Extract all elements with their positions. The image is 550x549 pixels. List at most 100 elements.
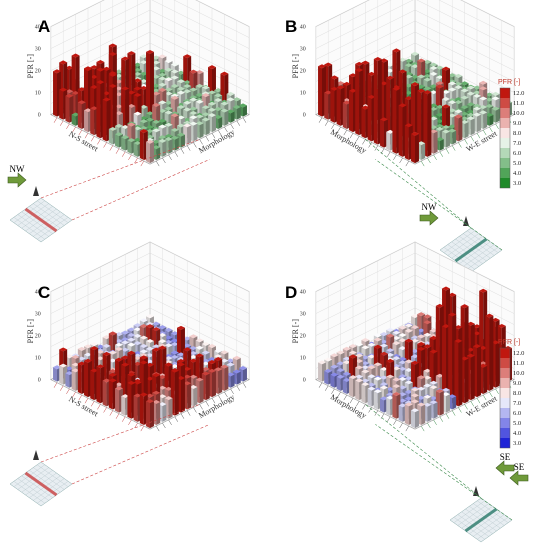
bar-top [189, 106, 198, 111]
bar-top [398, 325, 407, 330]
bar-top [214, 93, 223, 98]
bar-face [112, 85, 117, 139]
bar-top [177, 115, 185, 120]
front-tick [399, 157, 403, 164]
bar-top [170, 361, 179, 366]
mini-map-grid [29, 206, 61, 229]
bar-top [417, 342, 426, 346]
bar-top [139, 116, 148, 121]
front-tick [217, 394, 222, 401]
bar-top [373, 333, 382, 338]
z-tick-label: 20 [300, 334, 306, 340]
bar-top [102, 343, 111, 348]
front-tick [230, 123, 234, 130]
bar-top [220, 108, 229, 113]
bar-top [152, 327, 161, 332]
front-tick [162, 157, 166, 164]
bar-top [442, 97, 450, 101]
bar-top [404, 74, 413, 79]
colorbar-swatch [500, 428, 510, 438]
bar-face [181, 378, 185, 413]
bar-top [442, 104, 450, 109]
front-tick [236, 385, 241, 391]
bar-top [189, 334, 198, 339]
bar-top [491, 317, 500, 322]
panel-letter: B [285, 17, 297, 36]
bar-face [224, 366, 229, 391]
bar-top [466, 91, 475, 96]
bar-top [380, 385, 388, 390]
bar-top [392, 384, 401, 389]
bar-top [170, 113, 179, 118]
bar-face [392, 394, 397, 419]
bar-top [208, 65, 216, 70]
bar-face [59, 365, 64, 385]
bar-top [208, 101, 216, 106]
bar-top [466, 85, 475, 90]
bar-top [454, 73, 463, 78]
bar-face [115, 388, 119, 413]
bar-top [158, 72, 167, 77]
bar-top [152, 55, 161, 60]
bar-top [158, 339, 167, 344]
bar-top [65, 93, 74, 98]
bar-top [90, 84, 99, 89]
bar-top [102, 378, 111, 383]
bar-top [152, 145, 161, 150]
bar-top [170, 342, 179, 347]
bar-face [65, 373, 70, 388]
bar-top [398, 69, 407, 74]
bar-top [404, 396, 413, 401]
bar-top [214, 98, 223, 103]
bar-top [189, 351, 198, 356]
bar-top [404, 359, 413, 364]
bar-top [220, 364, 229, 369]
front-tick [433, 419, 437, 426]
bar-face [90, 108, 95, 136]
bar-top [177, 132, 185, 137]
front-tick [337, 391, 341, 398]
bar-top [392, 356, 401, 361]
front-tick [470, 136, 475, 142]
bar-top [392, 86, 401, 91]
bar-top [146, 376, 154, 381]
bar-top [208, 368, 216, 373]
front-tick [205, 401, 210, 407]
bar-top [108, 372, 117, 377]
bar-top [460, 105, 469, 110]
bar-top [121, 56, 130, 61]
bar-face [427, 404, 432, 422]
front-tick [155, 425, 160, 432]
bar-top [133, 327, 142, 332]
panel-letter: D [285, 283, 297, 302]
bar-top [170, 350, 179, 355]
bar [411, 131, 419, 164]
bar-top [232, 97, 241, 102]
bars [53, 43, 247, 164]
bar-top [361, 378, 370, 383]
leader-line [40, 139, 200, 199]
bar-face [133, 395, 138, 422]
bar-top [473, 324, 481, 329]
front-tick [386, 416, 391, 422]
bar-top [454, 338, 463, 343]
bar-top [146, 324, 154, 329]
bar-top [479, 80, 488, 85]
bar-top [386, 75, 395, 80]
bar-top [342, 81, 351, 86]
bar-top [324, 62, 333, 67]
bar-top [448, 81, 457, 86]
colorbar-tick-label: 7.0 [513, 140, 521, 147]
bar-top [164, 137, 173, 141]
bar-top [152, 91, 161, 96]
bar-top [139, 79, 148, 84]
bar-top [479, 288, 488, 293]
bar-top [90, 65, 99, 70]
bar-top [189, 69, 198, 74]
front-tick [242, 117, 247, 123]
front-tick [174, 416, 179, 422]
bar-top [177, 356, 185, 361]
bar-face [386, 131, 391, 151]
bar-top [442, 66, 450, 71]
